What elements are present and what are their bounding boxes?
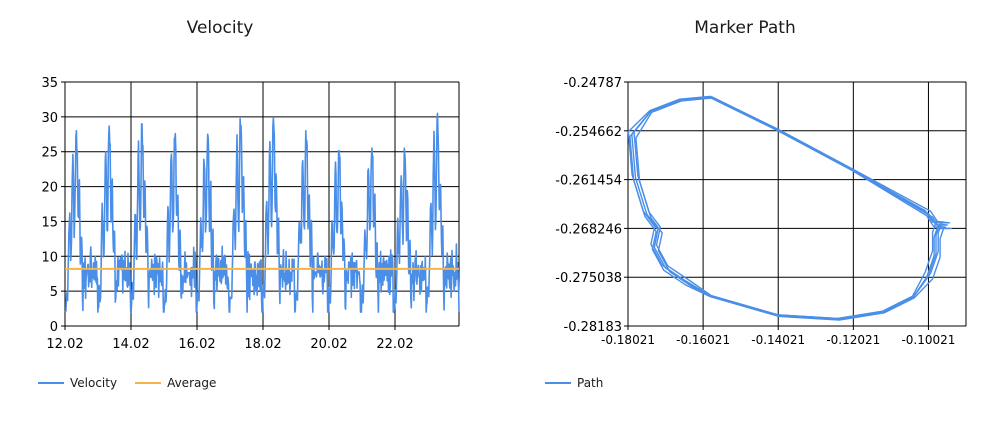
y-tick-label: 30 bbox=[41, 111, 58, 126]
y-tick-label: 20 bbox=[41, 181, 58, 196]
x-tick-label: 14.02 bbox=[112, 337, 149, 352]
path-series-line bbox=[633, 95, 951, 320]
legend-label-velocity: Velocity bbox=[70, 376, 118, 390]
y-tick-label: -0.28183 bbox=[564, 320, 622, 335]
velocity-chart-panel: Velocity 0 5 10 15 20 25 30 35 12.02 14.02 16.02 18… bbox=[0, 0, 490, 440]
velocity-series-line bbox=[64, 112, 460, 313]
x-tick-label: 22.02 bbox=[376, 337, 413, 352]
x-tick-label: -0.10021 bbox=[901, 333, 955, 347]
path-legend: Path bbox=[545, 376, 621, 390]
marker-path-chart-title: Marker Path bbox=[694, 18, 796, 38]
path-series-line bbox=[627, 95, 945, 320]
legend-label-average: Average bbox=[167, 376, 217, 390]
path-series-line bbox=[635, 97, 953, 321]
y-tick-label: 0 bbox=[50, 320, 58, 335]
marker-path-chart-panel: Marker Path -0.24787 -0.254662 -0.261454 -0… bbox=[500, 0, 999, 440]
y-tick-label: -0.268246 bbox=[555, 222, 622, 237]
y-tick-label: 10 bbox=[41, 250, 58, 265]
legend-label-path: Path bbox=[577, 376, 604, 390]
legend-item-average: Average bbox=[135, 376, 216, 390]
legend-swatch-average bbox=[135, 382, 162, 384]
velocity-chart-svg: 0 5 10 15 20 25 30 35 12.02 14.02 16.02 18.02 20.02 2… bbox=[41, 76, 460, 352]
x-tick-label: 20.02 bbox=[310, 337, 347, 352]
y-tick-label: -0.254662 bbox=[555, 125, 622, 140]
legend-item-velocity: Velocity bbox=[38, 376, 117, 390]
legend-item-path: Path bbox=[545, 376, 603, 390]
x-tick-label: -0.14021 bbox=[751, 333, 805, 347]
legend-swatch-path bbox=[545, 382, 571, 384]
x-tick-label: -0.18021 bbox=[601, 333, 655, 347]
x-tick-label: 16.02 bbox=[178, 337, 215, 352]
y-tick-label: -0.275038 bbox=[555, 271, 622, 286]
x-tick-label: -0.12021 bbox=[826, 333, 880, 347]
y-tick-label: 5 bbox=[50, 285, 58, 300]
velocity-chart-title: Velocity bbox=[186, 18, 254, 38]
velocity-legend: Velocity Average bbox=[38, 376, 234, 390]
marker-path-chart-svg: -0.24787 -0.254662 -0.261454 -0.268246 -0.27… bbox=[555, 76, 967, 347]
x-tick-label: 18.02 bbox=[244, 337, 281, 352]
y-tick-label: -0.261454 bbox=[555, 174, 622, 189]
x-tick-label: -0.16021 bbox=[676, 333, 730, 347]
legend-swatch-velocity bbox=[38, 382, 64, 384]
y-tick-label: 35 bbox=[41, 76, 58, 91]
x-tick-label: 12.02 bbox=[46, 337, 83, 352]
y-tick-label: -0.24787 bbox=[564, 76, 622, 91]
y-tick-label: 15 bbox=[41, 215, 58, 230]
y-tick-label: 25 bbox=[41, 146, 58, 161]
